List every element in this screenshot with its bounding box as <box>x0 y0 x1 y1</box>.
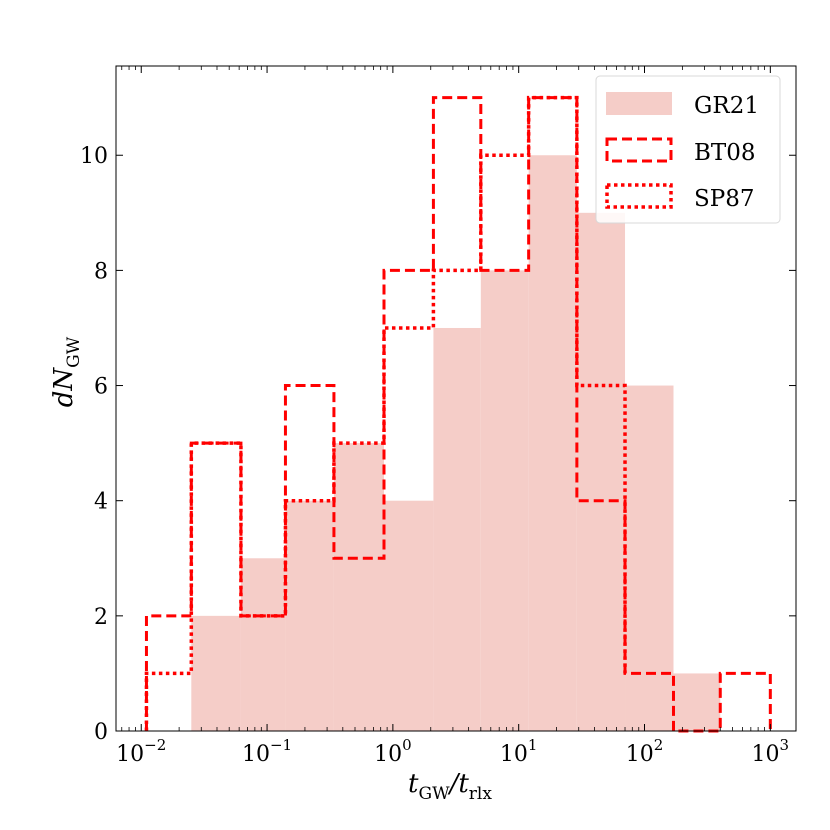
bar-gr21-10 <box>673 673 721 731</box>
x-tick-label-1: 10−1 <box>242 736 292 767</box>
x-tick-label-2: 100 <box>374 736 412 767</box>
legend-label-sp87: SP87 <box>694 186 755 212</box>
bar-gr21-7 <box>528 155 577 731</box>
x-tick-label-3: 101 <box>500 736 538 767</box>
bar-gr21-6 <box>480 270 529 731</box>
series-layer <box>144 95 772 733</box>
y-tick-label-3: 6 <box>94 375 108 400</box>
bar-gr21-1 <box>240 558 286 731</box>
bar-gr21-9 <box>625 385 674 731</box>
bar-gr21-3 <box>333 443 384 731</box>
bar-gr21-2 <box>285 500 334 731</box>
bar-gr21-5 <box>433 327 481 731</box>
legend-swatch-sp87 <box>605 183 673 209</box>
y-tick-label-0: 0 <box>94 720 108 745</box>
y-axis-label: dNGW <box>49 336 84 407</box>
y-tick-label-1: 2 <box>94 605 108 630</box>
plot-frame <box>115 65 797 732</box>
legend-label-gr21: GR21 <box>694 93 759 119</box>
step-bt08 <box>144 96 772 733</box>
bar-gr21-8 <box>576 212 626 731</box>
x-tick-label-5: 103 <box>752 736 790 767</box>
legend-swatch-bt08 <box>605 137 673 163</box>
ticks-layer: 0 2 4 6 8 10 10−2 10−1 100 101 102 103 <box>80 66 796 767</box>
step-sp87 <box>144 95 627 731</box>
x-axis-label: tGW/trlx <box>408 769 492 804</box>
legend-swatch-gr21 <box>606 92 672 115</box>
y-tick-label-4: 8 <box>94 259 108 284</box>
y-tick-label-5: 10 <box>80 144 108 169</box>
y-tick-label-2: 4 <box>94 490 108 515</box>
bar-gr21-4 <box>383 500 434 731</box>
legend-label-bt08: BT08 <box>694 140 756 166</box>
x-tick-label-0: 10−2 <box>116 736 166 767</box>
x-tick-label-4: 102 <box>626 736 664 767</box>
legend: GR21 BT08 SP87 <box>595 75 781 224</box>
bar-gr21-0 <box>191 615 241 731</box>
